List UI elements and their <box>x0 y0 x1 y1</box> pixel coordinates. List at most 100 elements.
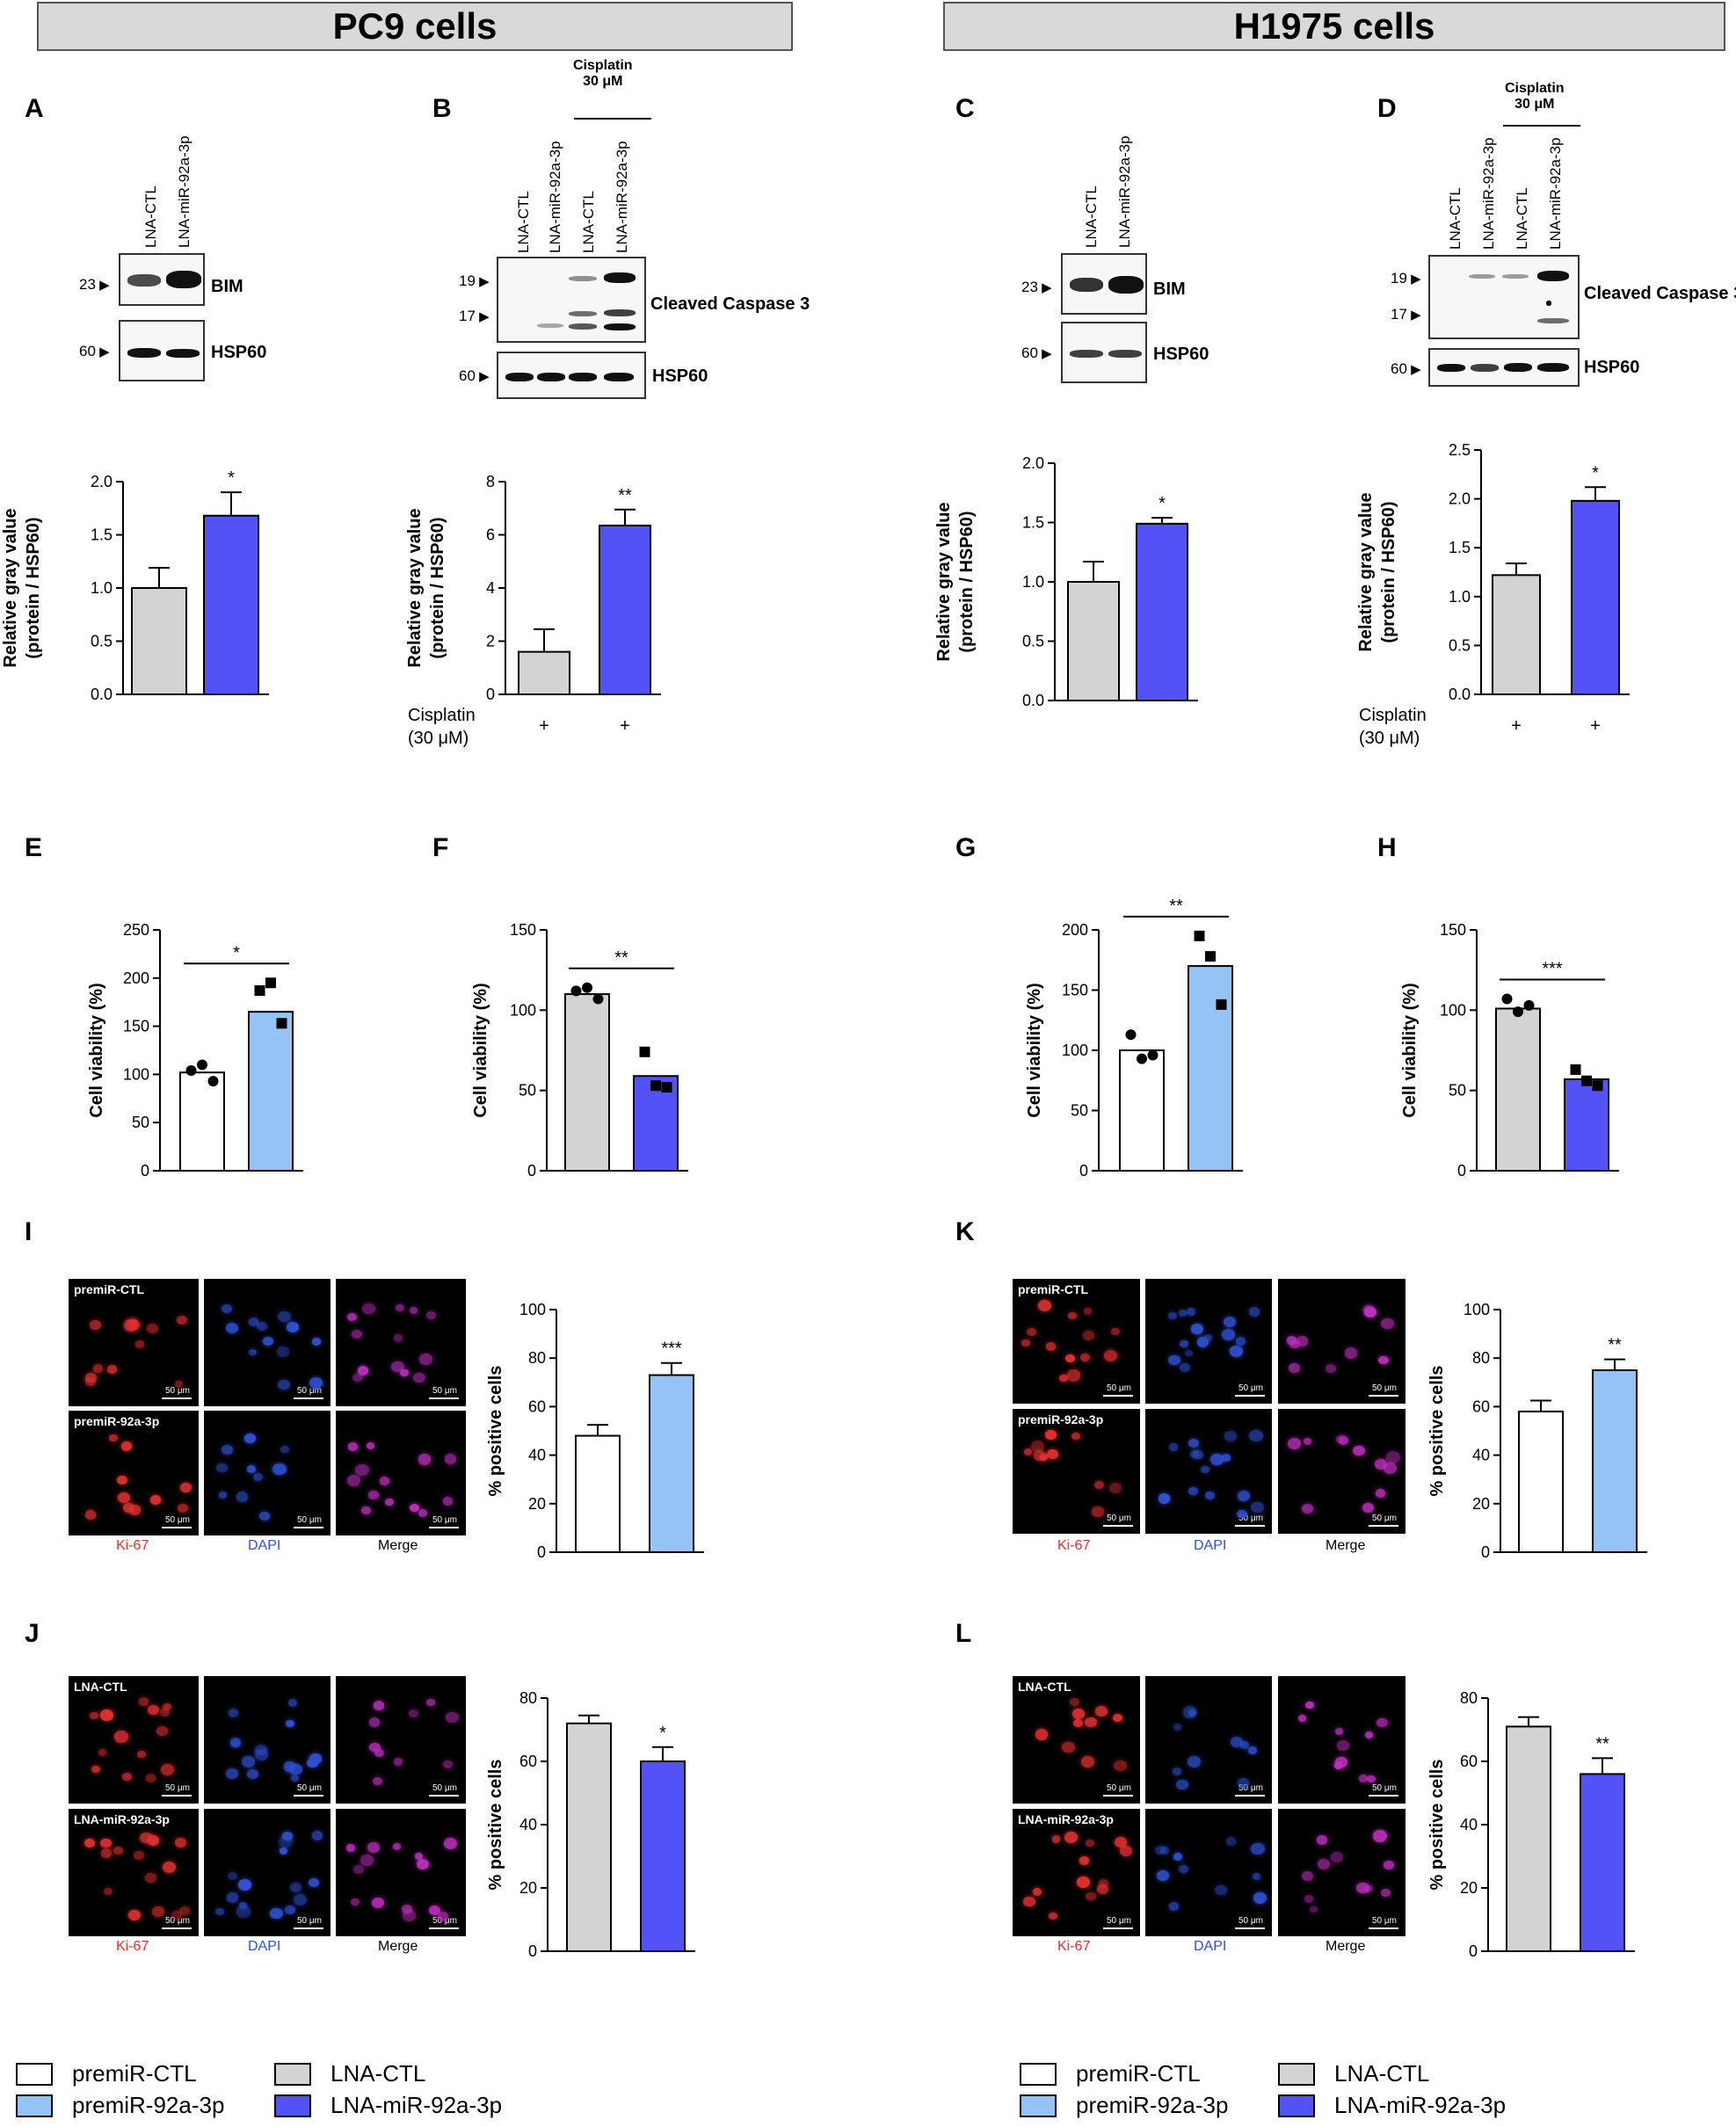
legend-left-premir-ctl: premiR-CTL <box>16 2060 197 2087</box>
caption-k-merge: Merge <box>1326 1538 1366 1553</box>
panel-letter-k: K <box>955 1217 975 1246</box>
tick-label-a-1: 0.5 <box>91 633 113 650</box>
micro-i-ctl-label: premiR-CTL <box>74 1282 145 1296</box>
nucleus <box>262 1336 273 1346</box>
nucleus <box>351 1329 362 1339</box>
nucleus <box>1059 1374 1069 1383</box>
nucleus <box>1172 1768 1182 1776</box>
sig-label-c: * <box>1159 494 1166 513</box>
nucleus <box>1296 1336 1308 1347</box>
micro-l-ctl-label: LNA-CTL <box>1018 1680 1071 1694</box>
caption-j-ki67: Ki-67 <box>116 1939 149 1954</box>
micro-i-92a-dapi: 50 μm <box>204 1411 330 1535</box>
header-pc9: PC9 cells <box>37 2 793 51</box>
bar-c-1 <box>1136 522 1188 701</box>
bar-d-0 <box>1492 574 1541 695</box>
micro-l-92a-merge: 50 μm <box>1278 1809 1406 1936</box>
nucleus <box>280 1445 290 1454</box>
nucleus <box>270 1907 283 1920</box>
label-a-hsp60: HSP60 <box>211 343 267 362</box>
micro-l-ctl-ki67: LNA-CTL 50 μm <box>1013 1676 1140 1804</box>
nucleus <box>89 1320 101 1331</box>
bar-h-1 <box>1564 1078 1609 1172</box>
tick-label-d-5: 2.5 <box>1449 441 1471 459</box>
nucleus <box>443 1837 458 1849</box>
nucleus <box>429 1906 441 1916</box>
tick-label-b-0: 0 <box>486 686 495 703</box>
nucleus <box>1038 1300 1052 1312</box>
nucleus <box>285 1906 295 1915</box>
y-label-j: % positive cells <box>486 1760 505 1891</box>
nucleus <box>1237 1509 1247 1519</box>
sig-label-f: ** <box>614 948 628 968</box>
nucleus <box>116 1475 127 1485</box>
bar-c-0 <box>1067 581 1120 701</box>
nucleus <box>1303 1437 1312 1445</box>
nucleus <box>243 1433 256 1443</box>
nucleus <box>174 1837 187 1848</box>
nucleus <box>1249 1430 1263 1442</box>
lane-label-b4: LNA-miR-92a-3p <box>614 141 630 253</box>
nucleus <box>1251 1842 1265 1855</box>
tick-label-c-0: 0.0 <box>1022 692 1044 709</box>
nucleus <box>1378 1355 1389 1365</box>
bar-f-0 <box>564 993 610 1172</box>
nucleus <box>108 1434 119 1442</box>
point-g-0-2 <box>1147 1049 1159 1061</box>
nucleus <box>277 1379 290 1390</box>
tick-label-a-4: 2.0 <box>91 473 113 490</box>
nucleus <box>443 1760 454 1769</box>
nucleus <box>1253 1891 1267 1905</box>
nucleus <box>409 1709 418 1717</box>
nucleus <box>1159 1847 1169 1855</box>
y-label-b-1: (protein / HSP60) <box>428 517 447 658</box>
caption-j-merge: Merge <box>378 1939 418 1954</box>
nucleus <box>1287 1437 1302 1450</box>
nucleus <box>178 1906 190 1916</box>
tick-label-k-3: 60 <box>1472 1397 1490 1415</box>
nucleus <box>409 1307 418 1314</box>
nucleus <box>1247 1746 1258 1754</box>
nucleus <box>218 1492 228 1499</box>
bar-a-1 <box>203 514 259 695</box>
micro-l-92a-ki67: LNA-miR-92a-3p 50 μm <box>1013 1809 1140 1936</box>
nucleus <box>149 1495 162 1506</box>
caption-j-dapi: DAPI <box>248 1939 281 1954</box>
nucleus <box>176 1315 187 1325</box>
tick-label-d-4: 2.0 <box>1449 490 1471 508</box>
nucleus <box>426 1699 435 1707</box>
header-h1975: H1975 cells <box>943 2 1725 51</box>
legend-swatch-grey <box>1278 2062 1315 2086</box>
nucleus <box>403 1910 416 1921</box>
mw-marker-b-17: 17 <box>459 308 490 325</box>
nucleus <box>278 1310 291 1323</box>
nucleus <box>346 1312 357 1321</box>
nucleus <box>1026 1328 1036 1337</box>
nucleus <box>1168 1311 1177 1319</box>
nucleus <box>1221 1328 1235 1340</box>
bar-e-1 <box>248 1011 294 1172</box>
nucleus <box>1071 1708 1086 1720</box>
micro-i-ctl-merge: 50 μm <box>336 1279 466 1406</box>
tick-label-e-0: 0 <box>141 1162 149 1180</box>
nucleus <box>246 1768 258 1779</box>
nucleus <box>1373 1830 1388 1842</box>
point-g-1-1 <box>1205 951 1216 962</box>
y-label-h: Cell viability (%) <box>1400 983 1420 1117</box>
panel-letter-b: B <box>432 94 452 123</box>
tick-label-d-3: 1.5 <box>1449 539 1471 556</box>
legend-right-lna-92a: LNA-miR-92a-3p <box>1278 2092 1506 2119</box>
tick-label-k-0: 0 <box>1481 1543 1490 1561</box>
mw-marker-d-60: 60 <box>1391 360 1421 378</box>
nucleus <box>1236 1337 1246 1346</box>
legend-left-lna-92a: LNA-miR-92a-3p <box>274 2092 502 2119</box>
nucleus <box>1376 1717 1388 1728</box>
nucleus <box>1238 1490 1251 1501</box>
nucleus <box>1190 1450 1200 1458</box>
nucleus <box>84 1510 96 1520</box>
micro-k-ctl-label: premiR-CTL <box>1018 1282 1089 1296</box>
point-g-0-0 <box>1125 1029 1137 1041</box>
nucleus <box>1095 1706 1108 1717</box>
nucleus <box>93 1364 104 1374</box>
tick-label-i-4: 80 <box>528 1349 546 1367</box>
